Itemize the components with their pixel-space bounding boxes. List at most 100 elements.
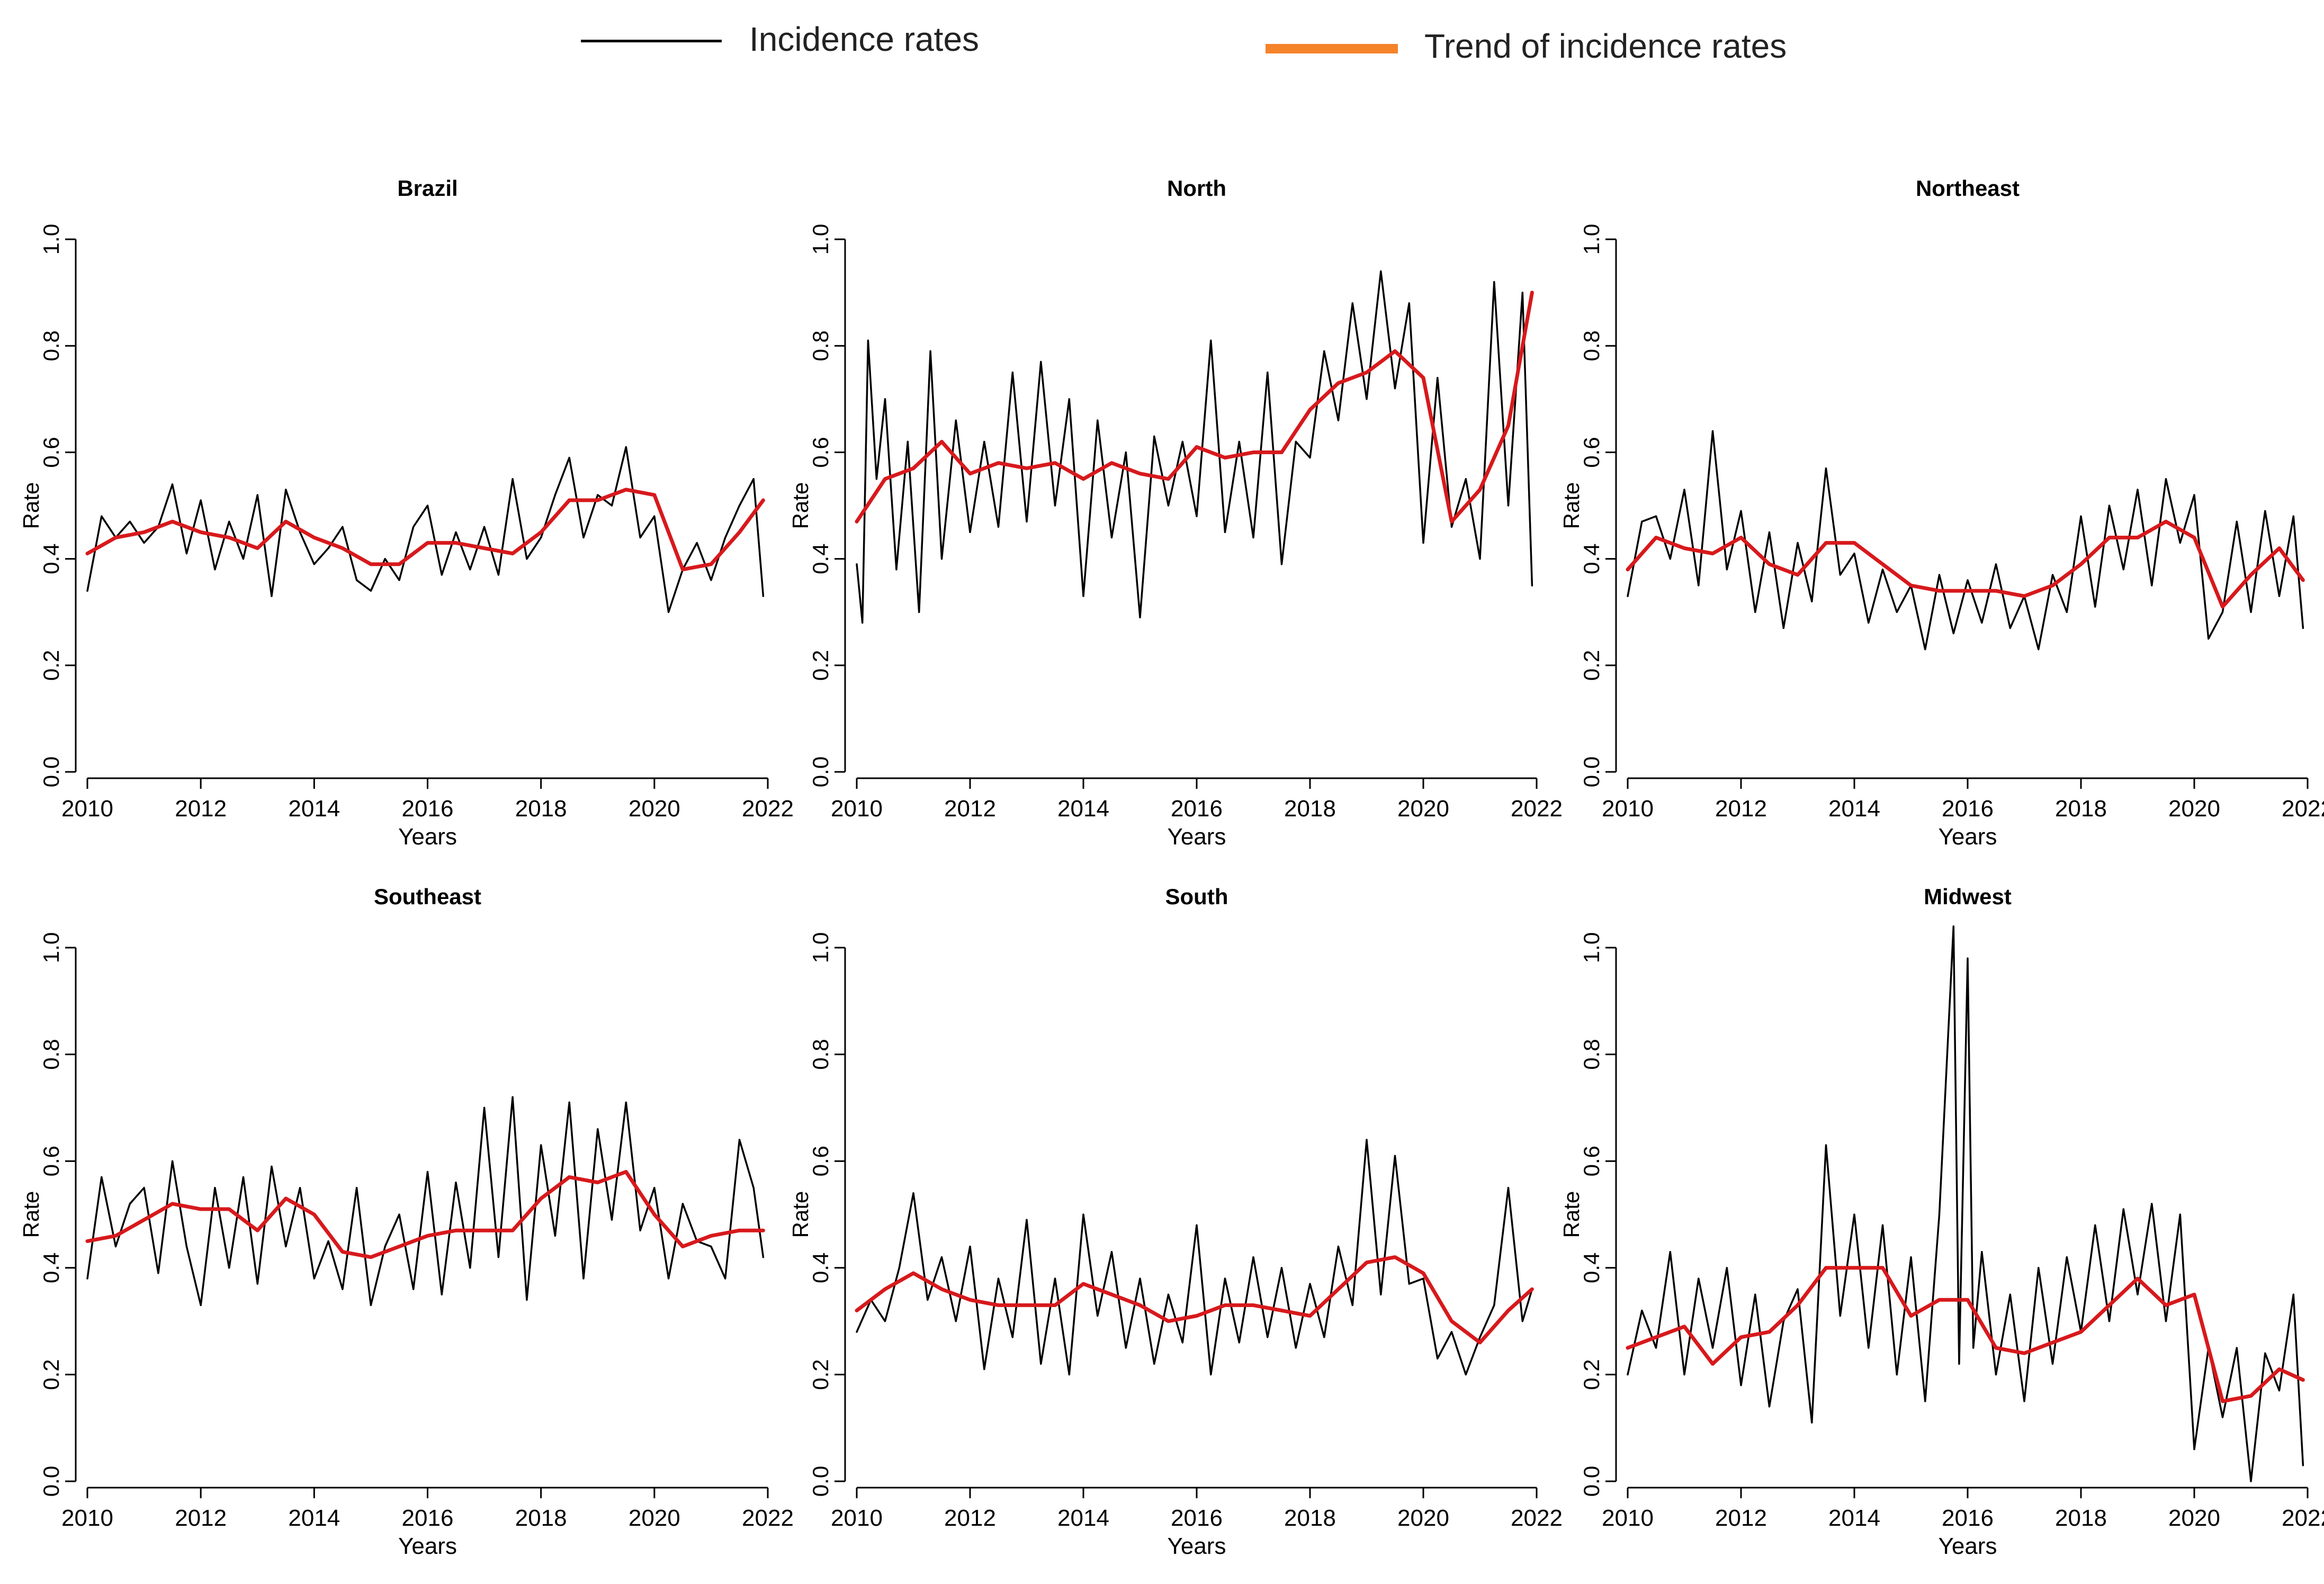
y-axis-label: Rate [1559, 1191, 1584, 1238]
x-tick-label: 2022 [1511, 1505, 1563, 1531]
y-tick-label: 0.6 [1579, 437, 1604, 467]
x-tick-label: 2016 [1942, 1505, 1994, 1531]
x-tick-label: 2022 [742, 796, 794, 822]
x-tick-label: 2012 [175, 796, 227, 822]
x-tick-label: 2022 [742, 1505, 794, 1531]
chart-title: Brazil [397, 176, 457, 201]
x-tick-label: 2010 [61, 796, 113, 822]
x-tick-label: 2014 [288, 1505, 340, 1531]
x-tick-label: 2016 [402, 796, 454, 822]
x-tick-label: 2016 [1171, 796, 1223, 822]
y-tick-label: 0.4 [1579, 1253, 1604, 1283]
x-tick-label: 2016 [1942, 796, 1994, 822]
series-line-incidence [86, 1096, 765, 1307]
chart-panel-midwest: Midwest 2010 2012 2014 2016 2018 2020 2022 Years… [1559, 884, 2324, 1559]
x-tick-label: 2020 [2168, 1505, 2220, 1531]
y-tick-label: 0.4 [808, 1253, 833, 1283]
y-tick-label: 0.2 [39, 650, 64, 681]
y-tick-label: 0.8 [1579, 1039, 1604, 1069]
y-axis-label: Rate [788, 482, 813, 529]
x-tick-label: 2010 [831, 796, 883, 822]
y-tick-label: 0.2 [1579, 1359, 1604, 1390]
x-tick-label: 2022 [1511, 796, 1563, 822]
y-tick-label: 0.8 [808, 330, 833, 361]
y-tick-label: 0.6 [39, 437, 64, 467]
x-tick-label: 2016 [402, 1505, 454, 1531]
chart-title: South [1165, 884, 1228, 909]
x-tick-label: 2022 [2282, 796, 2324, 822]
chart-panel-brazil: Brazil 2010 2012 2014 2016 2018 2020 2022 Years 0… [19, 176, 794, 850]
y-tick-label: 0.2 [1579, 650, 1604, 681]
x-tick-label: 2012 [944, 796, 996, 822]
y-tick-label: 1.0 [808, 932, 833, 963]
chart-panel-southeast: Southeast 2010 2012 2014 2016 2018 2020 2022 Yea… [19, 884, 794, 1559]
chart-title: North [1167, 176, 1226, 201]
y-tick-label: 0.8 [808, 1039, 833, 1069]
x-tick-label: 2020 [1397, 1505, 1449, 1531]
y-tick-label: 0.0 [39, 1466, 64, 1497]
x-axis-label: Years [398, 1533, 457, 1559]
chart-panel-north: North 2010 2012 2014 2016 2018 2020 2022 Years 0.… [788, 176, 1563, 850]
x-tick-label: 2014 [1828, 796, 1880, 822]
y-tick-label: 1.0 [1579, 932, 1604, 963]
x-tick-label: 2012 [944, 1505, 996, 1531]
y-axis-label: Rate [19, 1191, 43, 1238]
x-tick-label: 2018 [1284, 1505, 1336, 1531]
x-tick-label: 2014 [288, 796, 340, 822]
y-tick-label: 1.0 [39, 932, 64, 963]
y-tick-label: 0.2 [39, 1359, 64, 1390]
y-tick-label: 0.0 [1579, 757, 1604, 787]
x-tick-label: 2012 [1715, 796, 1767, 822]
x-tick-label: 2014 [1828, 1505, 1880, 1531]
y-axis-label: Rate [19, 482, 43, 529]
legend-label-incidence: Incidence rates [749, 20, 980, 58]
x-tick-label: 2012 [1715, 1505, 1767, 1531]
x-tick-label: 2018 [515, 796, 567, 822]
x-tick-label: 2010 [831, 1505, 883, 1531]
chart-panel-northeast: Northeast 2010 2012 2014 2016 2018 2020 2022 Yea… [1559, 176, 2324, 850]
legend: Incidence rates Trend of incidence rates [0, 0, 2324, 85]
chart-title: Midwest [1924, 884, 2012, 909]
chart-title: Northeast [1916, 176, 2020, 201]
y-tick-label: 1.0 [39, 224, 64, 255]
y-tick-label: 0.4 [1579, 543, 1604, 574]
x-axis-label: Years [1939, 824, 1997, 850]
x-tick-label: 2010 [1602, 1505, 1654, 1531]
x-axis-label: Years [1168, 824, 1226, 850]
x-axis-label: Years [1168, 1533, 1226, 1559]
x-tick-label: 2018 [515, 1505, 567, 1531]
y-tick-label: 0.8 [39, 1039, 64, 1069]
y-tick-label: 0.0 [1579, 1466, 1604, 1497]
x-tick-label: 2020 [629, 796, 680, 822]
legend-line-incidence-swatch [581, 40, 722, 42]
y-tick-label: 0.6 [39, 1146, 64, 1176]
series-line-incidence [1627, 430, 2304, 651]
chart-panel-south: South 2010 2012 2014 2016 2018 2020 2022 Years 0.… [788, 884, 1563, 1559]
x-tick-label: 2018 [2055, 796, 2107, 822]
y-tick-label: 0.0 [808, 757, 833, 787]
series-line-trend [85, 1169, 765, 1259]
series-line-trend [1626, 519, 2305, 609]
y-tick-label: 0.4 [39, 543, 64, 574]
y-axis-label: Rate [788, 1191, 813, 1238]
x-tick-label: 2022 [2282, 1505, 2324, 1531]
chart-title: Southeast [374, 884, 481, 909]
y-tick-label: 0.2 [808, 650, 833, 681]
x-tick-label: 2020 [629, 1505, 680, 1531]
y-tick-label: 0.4 [39, 1253, 64, 1283]
legend-label-trend: Trend of incidence rates [1424, 27, 1787, 65]
y-tick-label: 0.0 [808, 1466, 833, 1497]
x-tick-label: 2010 [61, 1505, 113, 1531]
y-tick-label: 0.8 [1579, 330, 1604, 361]
y-tick-label: 0.8 [39, 330, 64, 361]
series-line-incidence [86, 446, 765, 613]
series-line-incidence [856, 1139, 1533, 1376]
x-axis-label: Years [1939, 1533, 1997, 1559]
legend-line-trend-swatch [1266, 44, 1398, 53]
x-tick-label: 2020 [1397, 796, 1449, 822]
x-tick-label: 2012 [175, 1505, 227, 1531]
x-axis-label: Years [398, 824, 457, 850]
x-tick-label: 2014 [1057, 1505, 1109, 1531]
y-tick-label: 1.0 [1579, 224, 1604, 255]
x-tick-label: 2018 [1284, 796, 1336, 822]
